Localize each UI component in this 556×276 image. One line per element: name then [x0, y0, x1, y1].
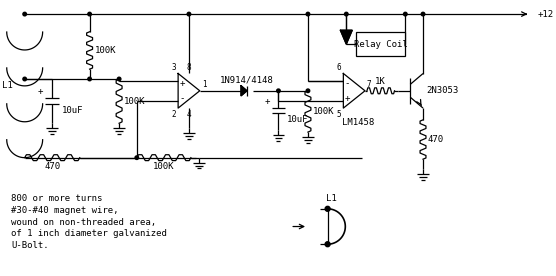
Text: 7: 7 [367, 80, 371, 89]
Polygon shape [241, 86, 247, 96]
Text: +: + [38, 87, 43, 96]
Circle shape [306, 89, 310, 92]
Text: 2: 2 [171, 110, 176, 119]
Text: U-Bolt.: U-Bolt. [11, 241, 48, 250]
Text: 100K: 100K [313, 107, 334, 116]
Text: 470: 470 [44, 162, 60, 171]
Text: 1N914/4148: 1N914/4148 [220, 75, 274, 84]
Text: 3: 3 [171, 63, 176, 71]
Circle shape [23, 12, 27, 16]
Text: +: + [264, 97, 270, 105]
Circle shape [88, 77, 91, 81]
Polygon shape [340, 30, 352, 44]
Text: L1: L1 [326, 194, 337, 203]
Circle shape [421, 12, 425, 16]
Circle shape [88, 12, 91, 16]
Text: 1K: 1K [375, 78, 386, 86]
Circle shape [23, 77, 27, 81]
Circle shape [325, 206, 330, 211]
Text: +: + [180, 79, 185, 88]
Text: 470: 470 [428, 135, 444, 144]
Text: 4: 4 [187, 110, 191, 119]
Circle shape [117, 77, 121, 81]
Circle shape [306, 12, 310, 16]
Text: of 1 inch diameter galvanized: of 1 inch diameter galvanized [11, 229, 167, 238]
Text: 5: 5 [337, 110, 341, 119]
Text: wound on non-threaded area,: wound on non-threaded area, [11, 218, 156, 227]
Text: 2N3053: 2N3053 [426, 86, 458, 95]
Circle shape [135, 156, 138, 160]
Text: 1: 1 [202, 80, 206, 89]
Circle shape [345, 12, 348, 16]
Circle shape [277, 89, 280, 92]
Text: -: - [345, 79, 350, 88]
Text: 10uF: 10uF [287, 115, 309, 124]
Text: LM1458: LM1458 [342, 118, 375, 127]
Text: 100K: 100K [124, 97, 146, 106]
Text: Relay Coil: Relay Coil [354, 39, 408, 49]
Text: 100K: 100K [95, 46, 116, 55]
Text: #30-#40 magnet wire,: #30-#40 magnet wire, [11, 206, 118, 215]
Text: 800 or more turns: 800 or more turns [11, 194, 102, 203]
Text: 10uF: 10uF [62, 106, 83, 115]
Text: 6: 6 [337, 63, 341, 71]
Text: 8: 8 [187, 63, 191, 71]
Text: L1: L1 [2, 81, 13, 90]
Text: -: - [180, 94, 185, 103]
Circle shape [404, 12, 407, 16]
Text: +: + [345, 94, 350, 103]
Text: +12: +12 [537, 10, 553, 18]
FancyBboxPatch shape [356, 32, 405, 56]
Text: 100K: 100K [153, 162, 175, 171]
Circle shape [325, 242, 330, 247]
Circle shape [187, 12, 191, 16]
